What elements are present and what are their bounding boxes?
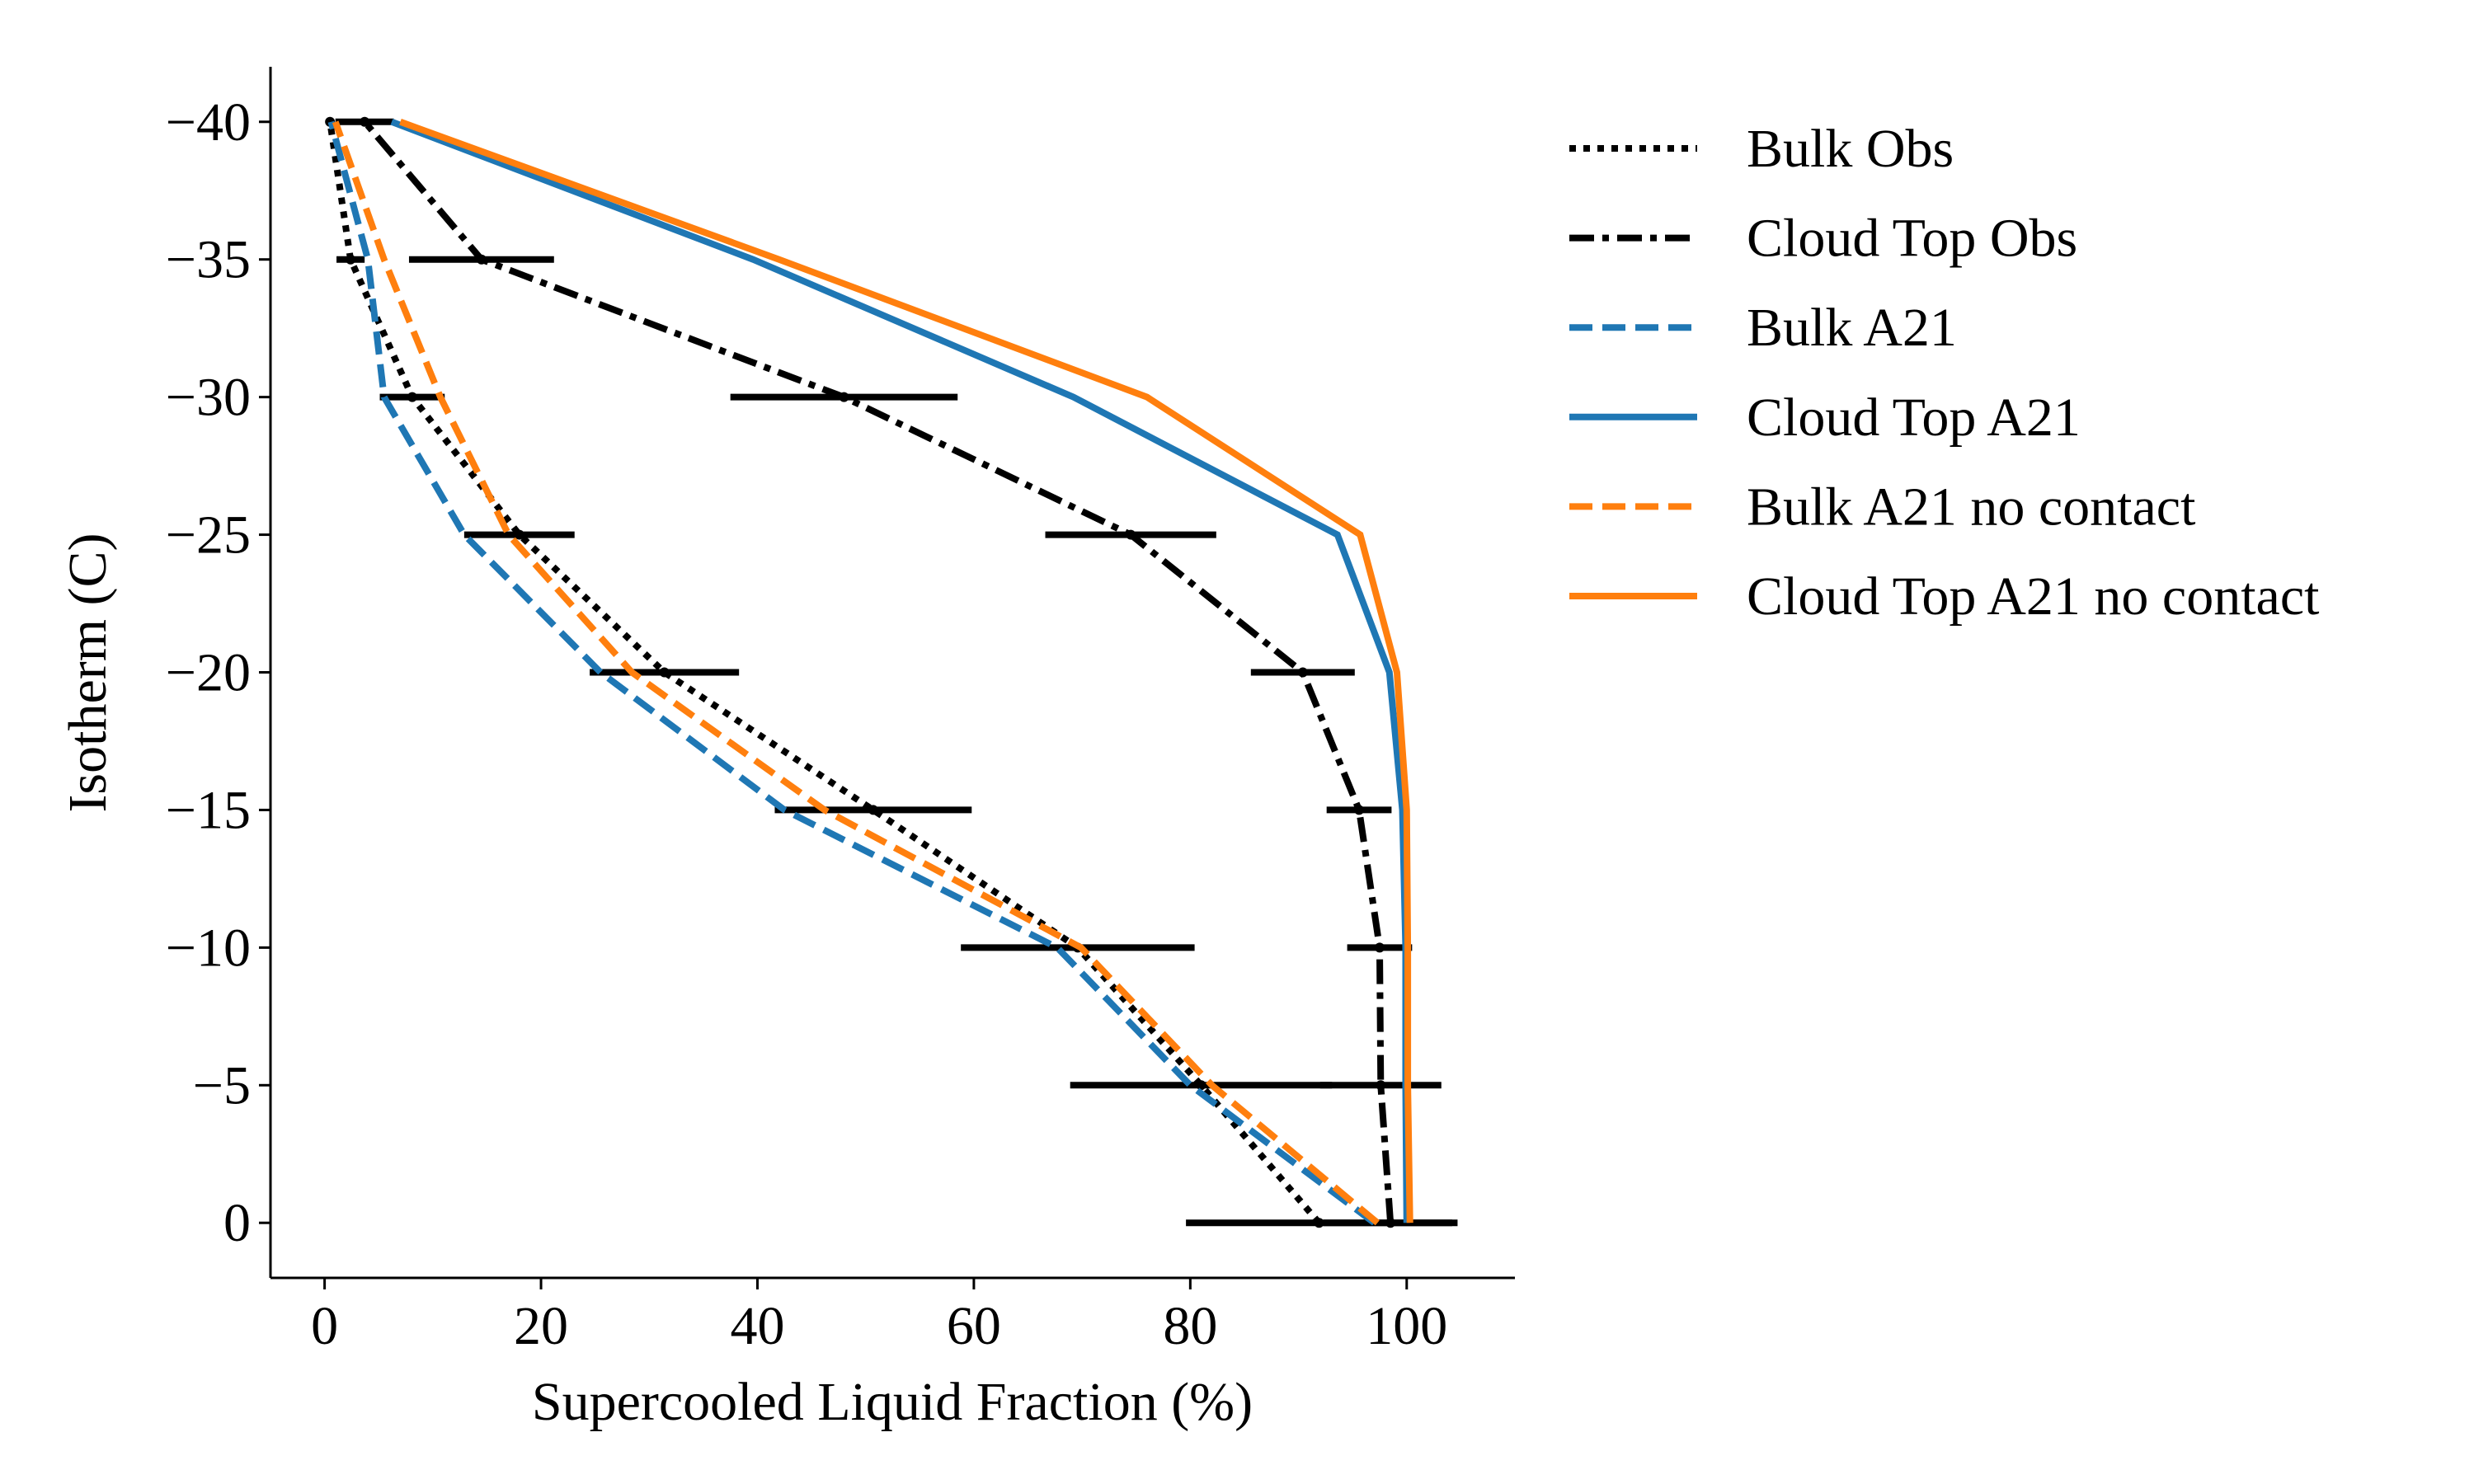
marker <box>476 254 487 265</box>
marker <box>1376 1080 1386 1091</box>
series-line <box>332 120 1380 1226</box>
marker <box>514 529 524 540</box>
legend-label: Bulk A21 no contact <box>1747 477 2195 537</box>
legend-label: Bulk A21 <box>1747 298 1957 358</box>
marker <box>360 116 370 127</box>
legend-label: Cloud Top Obs <box>1747 209 2077 269</box>
marker <box>1354 805 1365 815</box>
y-tick-label: −5 <box>193 1055 251 1115</box>
series-line <box>327 120 1376 1226</box>
x-tick-label: 100 <box>1366 1296 1447 1356</box>
y-tick-label: −15 <box>166 780 251 840</box>
y-tick-label: −30 <box>166 368 251 428</box>
marker <box>1385 1218 1396 1228</box>
marker <box>1374 942 1385 953</box>
y-tick-label: 0 <box>223 1193 251 1253</box>
x-tick-label: 40 <box>730 1296 784 1356</box>
marker <box>1314 1218 1324 1228</box>
marker <box>407 392 417 402</box>
x-tick-label: 20 <box>514 1296 568 1356</box>
marker <box>1196 1080 1206 1091</box>
x-tick-label: 80 <box>1163 1296 1217 1356</box>
legend-label: Cloud Top A21 <box>1747 387 2081 448</box>
series-line <box>399 119 1413 1223</box>
y-tick-label: −20 <box>166 643 251 703</box>
y-axis-title: Isotherm (C) <box>58 533 118 812</box>
marker <box>1297 667 1308 678</box>
series-line <box>362 120 1395 1223</box>
marker <box>839 392 849 402</box>
y-tick-label: −10 <box>166 918 251 978</box>
x-tick-label: 0 <box>311 1296 338 1356</box>
y-tick-label: −25 <box>166 505 251 566</box>
legend-label: Cloud Top A21 no contact <box>1747 566 2319 627</box>
marker <box>659 667 670 678</box>
marker <box>1126 529 1136 540</box>
x-tick-label: 60 <box>947 1296 1001 1356</box>
y-tick-label: −35 <box>166 230 251 290</box>
marker <box>346 254 356 265</box>
legend-label: Bulk Obs <box>1747 119 1954 179</box>
marker <box>868 805 878 815</box>
y-tick-label: −40 <box>166 92 251 153</box>
x-axis-title: Supercooled Liquid Fraction (%) <box>532 1372 1253 1432</box>
